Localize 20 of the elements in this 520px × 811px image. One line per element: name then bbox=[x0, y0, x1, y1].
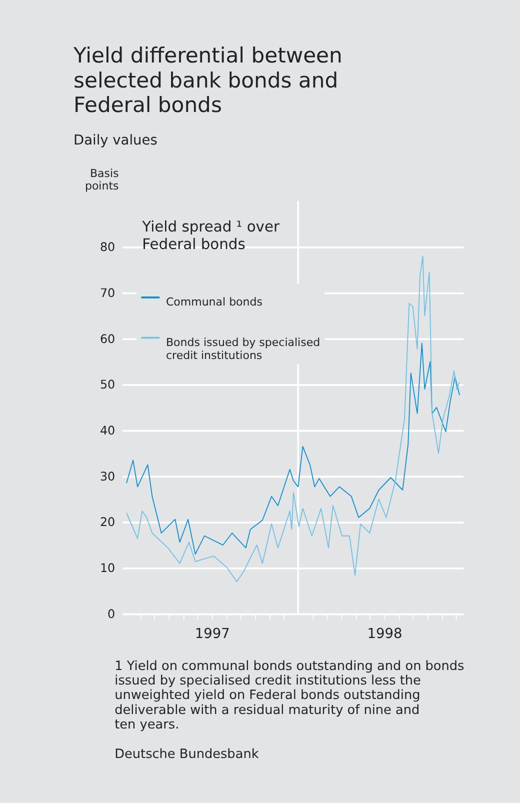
y-tick-label: 70 bbox=[100, 286, 116, 300]
y-tick-label: 0 bbox=[108, 606, 116, 621]
line-series bbox=[126, 256, 460, 582]
y-tick-label: 40 bbox=[100, 424, 116, 438]
chart-subtitle: Daily values bbox=[74, 132, 158, 148]
legend-label: Communal bonds bbox=[166, 296, 263, 309]
annotation: Yield spread ¹ over Federal bonds bbox=[141, 218, 280, 253]
text: 1 Yield on communal bonds outstanding and on bonds issued by specialised credit institutions less the unweighted yield on Federal bonds outstanding deliverable with a residual maturity of nine and ten years. bbox=[114, 658, 465, 732]
y-tick-label: 50 bbox=[100, 378, 116, 392]
legend-label: Bonds issued by specialised credit institutions bbox=[166, 336, 320, 362]
text: Deutsche Bundesbank bbox=[114, 746, 260, 762]
y-tick-label: 10 bbox=[100, 561, 116, 576]
y-tick-label: 80 bbox=[100, 240, 116, 254]
x-tick-label: 1998 bbox=[367, 626, 402, 642]
x-tick-label: 1997 bbox=[194, 626, 230, 642]
y-tick-label: 20 bbox=[100, 515, 116, 530]
y-tick-label: 60 bbox=[100, 332, 116, 346]
y-tick-label: 30 bbox=[100, 469, 116, 484]
y-axis-title: Basis points bbox=[84, 166, 120, 193]
chart-title: Yield differential between selected bank bonds and Federal bonds bbox=[72, 42, 342, 118]
